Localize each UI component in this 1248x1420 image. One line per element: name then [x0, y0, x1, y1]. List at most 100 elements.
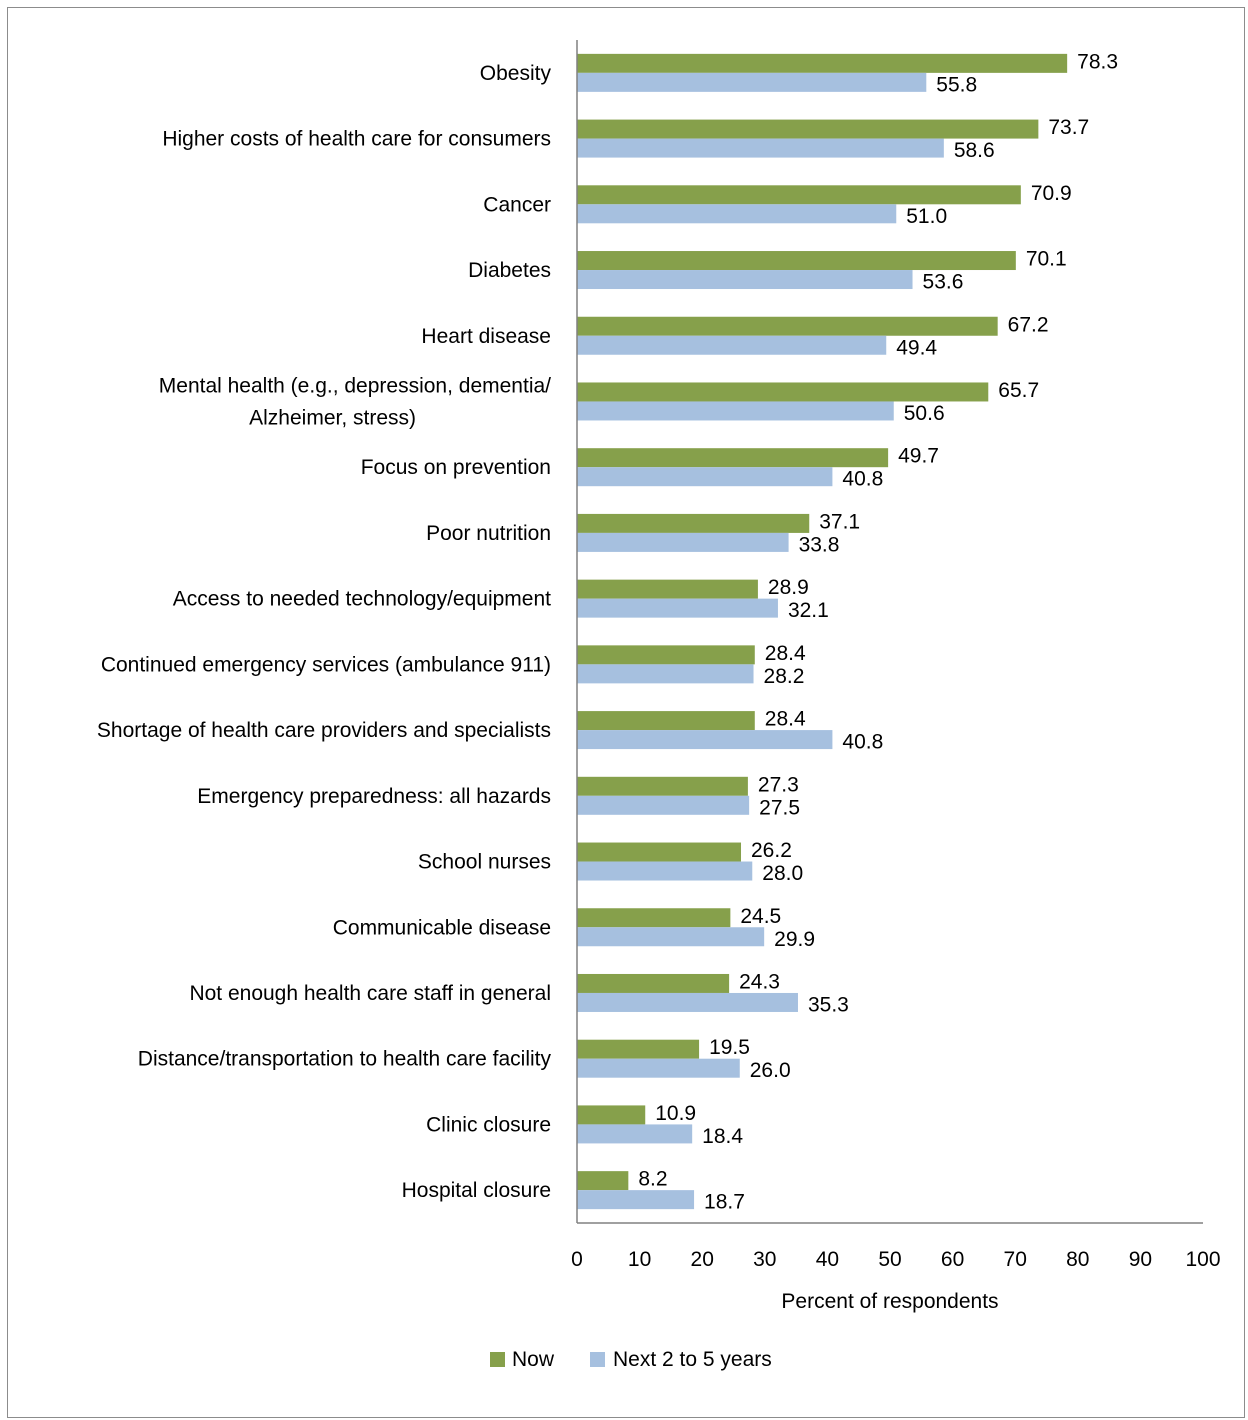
bar-next-2-5-years [577, 204, 897, 224]
value-label-next: 58.6 [954, 139, 995, 162]
bar-now [577, 776, 748, 796]
value-label-next: 49.4 [896, 336, 937, 359]
value-label-now: 27.3 [758, 773, 799, 796]
bar-next-2-5-years [577, 730, 833, 750]
value-label-now: 24.5 [740, 905, 781, 928]
value-label-next: 27.5 [759, 796, 800, 819]
bar-now [577, 382, 989, 402]
value-label-now: 70.9 [1031, 182, 1072, 205]
value-label-next: 40.8 [842, 468, 883, 491]
value-label-next: 18.7 [704, 1191, 745, 1214]
bar-now [577, 842, 742, 862]
value-label-now: 24.3 [739, 970, 780, 993]
legend-label-next: Next 2 to 5 years [613, 1348, 772, 1371]
value-label-now: 70.1 [1026, 248, 1067, 271]
bar-next-2-5-years [577, 861, 753, 881]
value-label-now: 28.9 [768, 576, 809, 599]
bar-now [577, 1105, 646, 1125]
value-label-next: 18.4 [702, 1125, 743, 1148]
bar-now [577, 908, 731, 928]
category-label: Mental health (e.g., depression, dementi… [159, 374, 551, 429]
value-label-now: 28.4 [765, 708, 806, 731]
category-label: Clinic closure [426, 1113, 551, 1136]
x-tick-label: 90 [1129, 1248, 1152, 1271]
value-label-next: 55.8 [936, 73, 977, 96]
bar-next-2-5-years [577, 138, 944, 158]
bar-now [577, 1171, 629, 1191]
bar-next-2-5-years [577, 1124, 693, 1144]
category-label: Continued emergency services (ambulance … [101, 653, 551, 676]
value-label-now: 65.7 [998, 379, 1039, 402]
value-label-now: 8.2 [638, 1168, 667, 1191]
value-label-now: 49.7 [898, 445, 939, 468]
value-label-now: 28.4 [765, 642, 806, 665]
bar-next-2-5-years [577, 72, 927, 92]
value-label-next: 33.8 [799, 533, 840, 556]
legend-swatch-next [590, 1352, 605, 1367]
bars-group [577, 53, 1068, 1210]
x-tick-label: 10 [628, 1248, 651, 1271]
bar-next-2-5-years [577, 1190, 695, 1210]
x-tick-label: 80 [1066, 1248, 1089, 1271]
legend-swatch-now [490, 1352, 505, 1367]
category-labels: Obesity Higher costs of health care for c… [97, 62, 552, 1202]
category-label: Communicable disease [333, 916, 551, 939]
x-tick-label: 20 [691, 1248, 714, 1271]
x-tick-label: 30 [753, 1248, 776, 1271]
bar-next-2-5-years [577, 795, 750, 815]
x-tick-label: 50 [878, 1248, 901, 1271]
category-label: Not enough health care staff in general [189, 982, 551, 1005]
value-label-next: 40.8 [842, 731, 883, 754]
category-label: Heart disease [421, 325, 551, 348]
bar-now [577, 119, 1039, 139]
value-label-next: 28.2 [764, 665, 805, 688]
category-label: Diabetes [468, 259, 551, 282]
x-tick-label: 60 [941, 1248, 964, 1271]
bar-now [577, 53, 1068, 73]
value-label-now: 26.2 [751, 839, 792, 862]
value-label-now: 73.7 [1048, 116, 1089, 139]
bar-now [577, 316, 998, 336]
category-label: Higher costs of health care for consumer… [162, 128, 551, 151]
bar-now [577, 251, 1016, 271]
bar-next-2-5-years [577, 335, 887, 355]
value-label-now: 37.1 [819, 510, 860, 533]
legend: Now Next 2 to 5 years [490, 1348, 772, 1371]
value-label-next: 53.6 [923, 271, 964, 294]
category-label: Access to needed technology/equipment [173, 588, 551, 611]
category-label: School nurses [418, 851, 551, 874]
bar-now [577, 579, 758, 599]
value-label-now: 10.9 [655, 1102, 696, 1125]
legend-label-now: Now [512, 1348, 555, 1371]
value-label-now: 78.3 [1077, 50, 1118, 73]
bar-next-2-5-years [577, 1058, 740, 1078]
category-label: Shortage of health care providers and sp… [97, 719, 551, 742]
x-axis-title: Percent of respondents [781, 1290, 998, 1313]
bar-next-2-5-years [577, 270, 913, 290]
x-tick-label: 40 [816, 1248, 839, 1271]
bar-now [577, 973, 730, 993]
bar-next-2-5-years [577, 401, 894, 421]
bar-now [577, 185, 1021, 205]
bar-now [577, 1039, 700, 1059]
category-label: Obesity [480, 62, 552, 85]
value-label-now: 19.5 [709, 1036, 750, 1059]
x-tick-labels: 0 10 20 30 40 50 60 70 80 90 100 [571, 1248, 1220, 1271]
x-tick-label: 0 [571, 1248, 583, 1271]
category-label: Hospital closure [402, 1179, 551, 1202]
bar-next-2-5-years [577, 992, 798, 1012]
bar-now [577, 448, 889, 468]
bar-next-2-5-years [577, 467, 833, 487]
category-label: Poor nutrition [426, 522, 551, 545]
value-label-next: 50.6 [904, 402, 945, 425]
bar-next-2-5-years [577, 664, 754, 684]
bar-next-2-5-years [577, 598, 778, 618]
category-label: Emergency preparedness: all hazards [197, 785, 551, 808]
bar-next-2-5-years [577, 927, 765, 947]
category-label: Distance/transportation to health care f… [138, 1048, 552, 1071]
category-label: Cancer [483, 193, 551, 216]
value-label-now: 67.2 [1008, 313, 1049, 336]
category-label: Focus on prevention [361, 456, 551, 479]
value-label-next: 26.0 [750, 1059, 791, 1082]
bar-now [577, 711, 755, 731]
